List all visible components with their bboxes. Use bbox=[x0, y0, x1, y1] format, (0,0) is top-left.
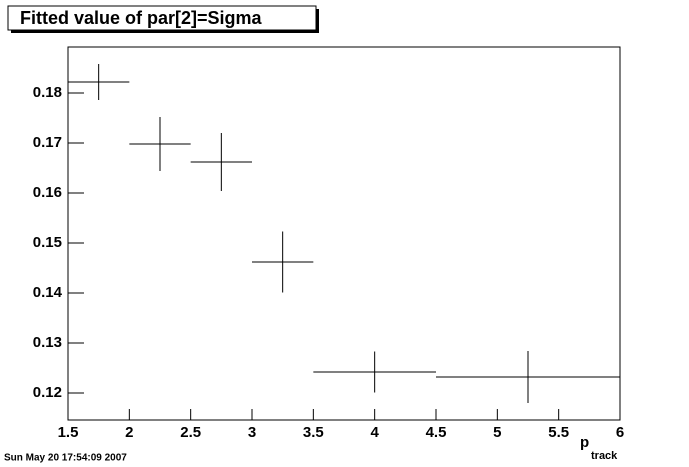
chart-title: Fitted value of par[2]=Sigma bbox=[20, 8, 263, 28]
x-tick-label: 6 bbox=[616, 424, 624, 441]
x-tick-label: 5.5 bbox=[548, 424, 569, 441]
y-tick-label: 0.14 bbox=[33, 284, 63, 301]
plot-frame bbox=[67, 46, 621, 421]
y-tick-label: 0.12 bbox=[33, 384, 62, 401]
y-tick-label: 0.15 bbox=[33, 234, 62, 251]
x-axis-label: p bbox=[580, 434, 589, 451]
title-box bbox=[7, 5, 317, 31]
timestamp: Sun May 20 17:54:09 2007 bbox=[4, 453, 127, 464]
y-tick-label: 0.17 bbox=[33, 134, 62, 151]
x-tick-label: 2.5 bbox=[180, 424, 201, 441]
x-tick-label: 2 bbox=[125, 424, 133, 441]
y-tick-label: 0.16 bbox=[33, 184, 62, 201]
x-tick-label: 1.5 bbox=[58, 424, 79, 441]
x-tick-label: 4 bbox=[370, 424, 379, 441]
x-tick-label: 4.5 bbox=[426, 424, 447, 441]
y-tick-label: 0.13 bbox=[33, 334, 62, 351]
x-tick-label: 3.5 bbox=[303, 424, 324, 441]
y-tick-label: 0.18 bbox=[33, 84, 62, 101]
x-axis-label-sub: track bbox=[591, 450, 618, 462]
x-tick-label: 3 bbox=[248, 424, 256, 441]
x-tick-label: 5 bbox=[493, 424, 501, 441]
